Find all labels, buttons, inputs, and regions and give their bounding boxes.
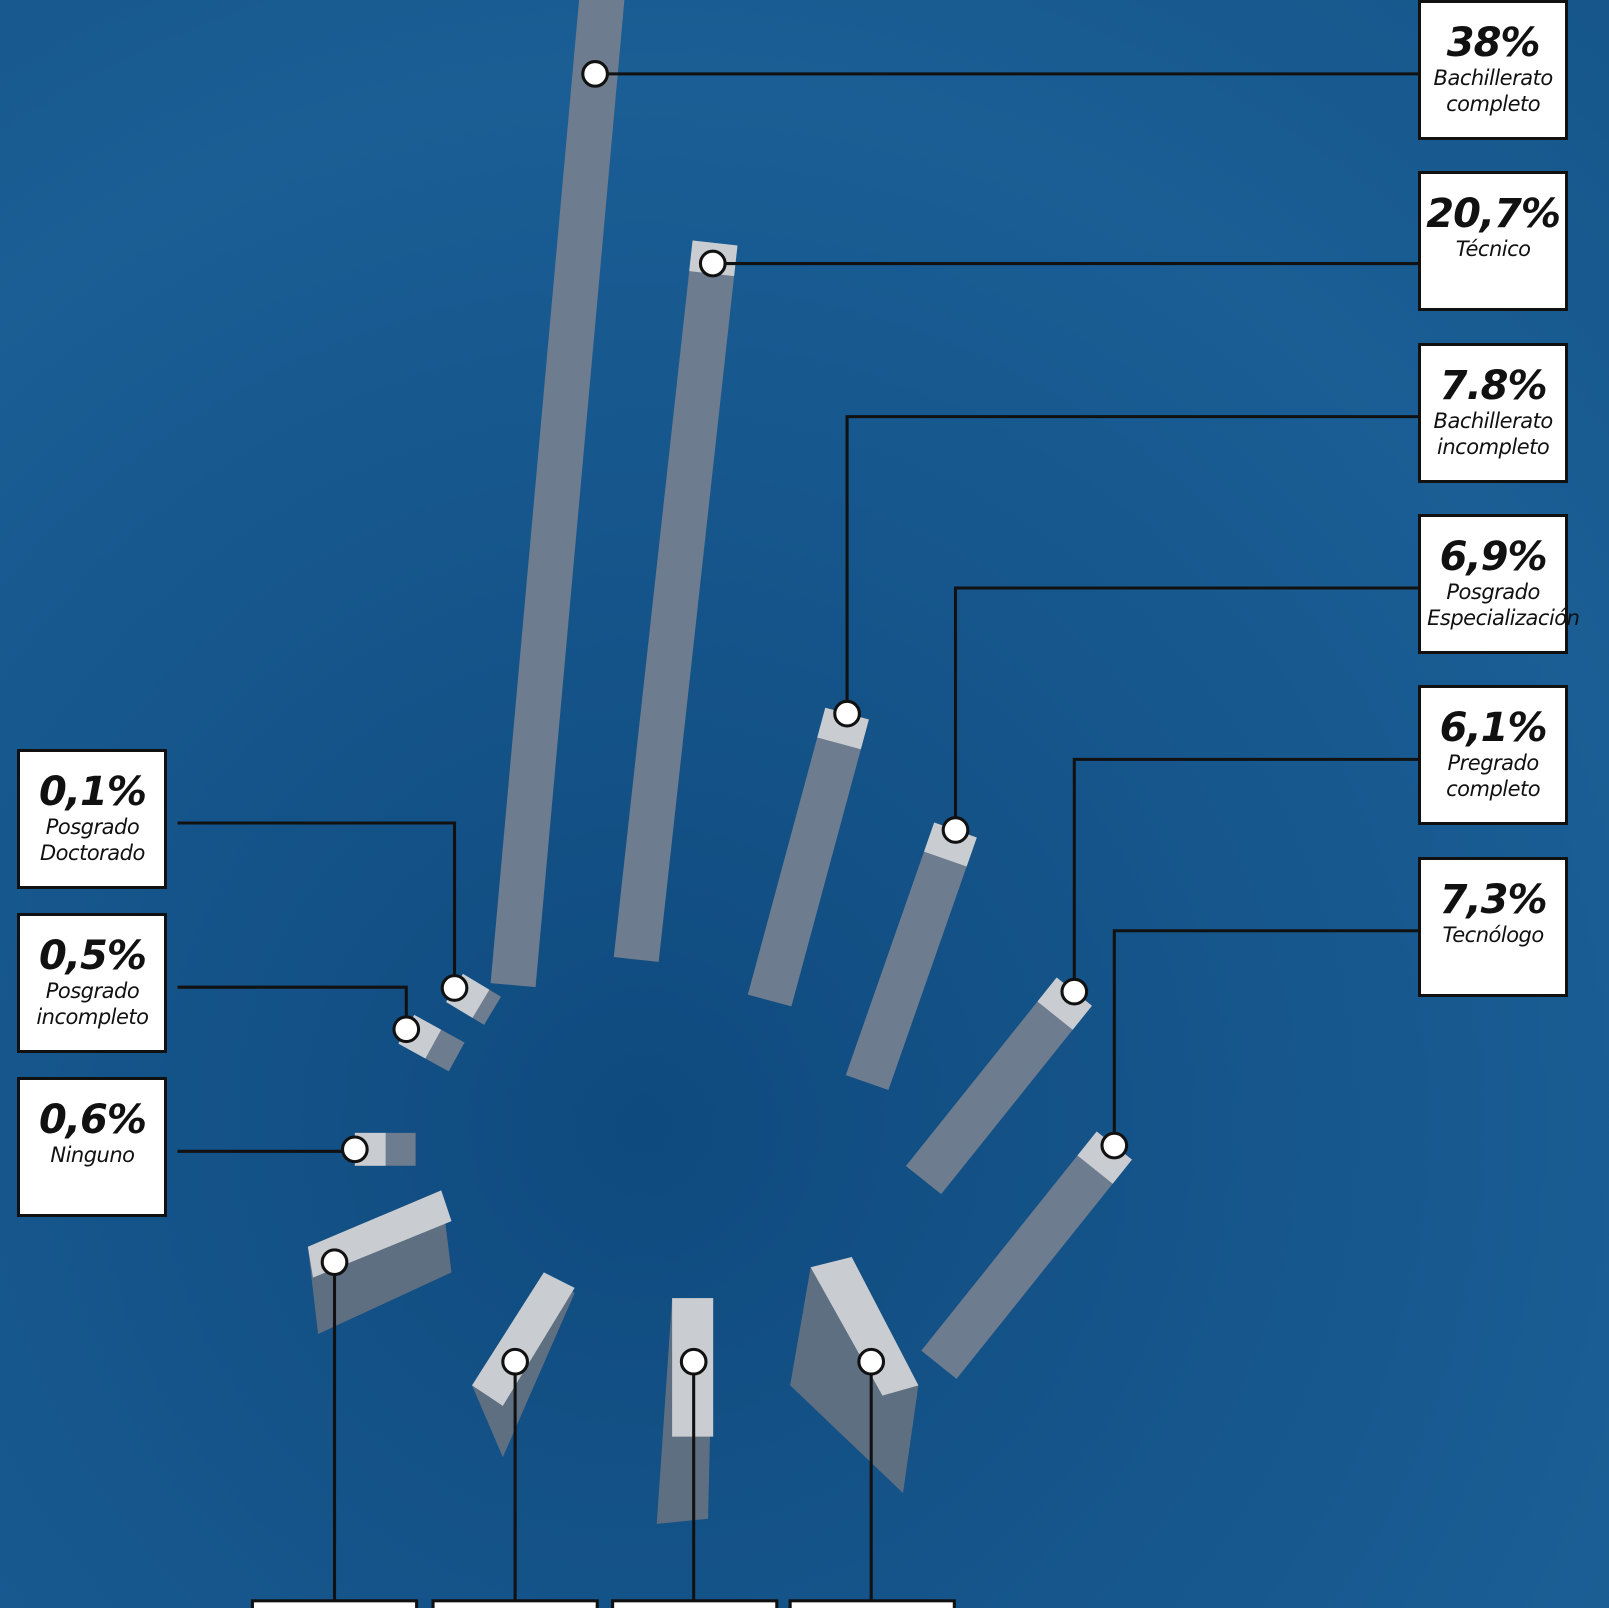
callout: 38% Bachillerato completo [1418,0,1569,140]
category-label: Bachillerato incompleto [1433,408,1554,459]
value-label: 6,1% [1439,705,1548,752]
marker-dot [941,816,970,844]
category-label: Tecnólogo [1442,922,1545,947]
callout: 0,1% Posgrado Doctorado [17,749,168,890]
bar [747,707,869,1007]
bar-cap [1077,1131,1132,1184]
marker-dot [581,60,609,88]
callout: 20,7% Técnico [1418,171,1569,312]
connector [1072,757,1419,992]
value-label: 38% [1446,20,1541,66]
category-label: Pregrado completo [1446,751,1541,802]
connector [1112,929,1419,1146]
marker-dot [1060,977,1089,1006]
value-label: 7.8% [1439,362,1548,409]
callout: 7.8% Bachillerato incompleto [1418,342,1569,483]
bar [845,822,977,1091]
marker-dot [1100,1131,1129,1160]
marker-dot [833,699,861,728]
value-label: 0,6% [38,1097,147,1144]
marker-dot [440,974,469,1002]
value-label: 6,9% [1439,534,1548,581]
decor-blocks [250,1190,956,1608]
callout: 6,1% Pregrado completo [1418,685,1569,826]
category-label: Ninguno [50,1143,135,1168]
category-label: Posgrado incompleto [36,979,149,1030]
connector [845,415,1419,714]
category-label: Técnico [1455,237,1531,262]
value-label: 20,7% [1426,191,1561,238]
value-label: 0,1% [38,769,147,816]
category-label: Posgrado Especialización [1427,580,1580,631]
bar [613,240,738,962]
bar [905,977,1092,1195]
marker-dot [392,1015,421,1044]
connector [177,1149,357,1153]
category-label: Bachillerato completo [1433,66,1554,116]
connector [177,821,457,988]
marker-dot [698,249,727,278]
value-label: 7,3% [1439,876,1548,923]
connector [953,586,1419,831]
marker-dot [340,1135,369,1164]
callout: 7,3% Tecnólogo [1418,856,1569,997]
category-label: Posgrado Doctorado [40,815,145,866]
connector [177,985,408,1030]
callout: 0,5% Posgrado incompleto [17,913,168,1054]
value-label: 0,5% [38,933,147,980]
bar [490,0,625,988]
bar [921,1131,1132,1379]
callout: 6,9% Posgrado Especialización [1418,514,1580,655]
callout: 0,6% Ninguno [17,1077,168,1218]
bar-cap [1037,977,1092,1030]
